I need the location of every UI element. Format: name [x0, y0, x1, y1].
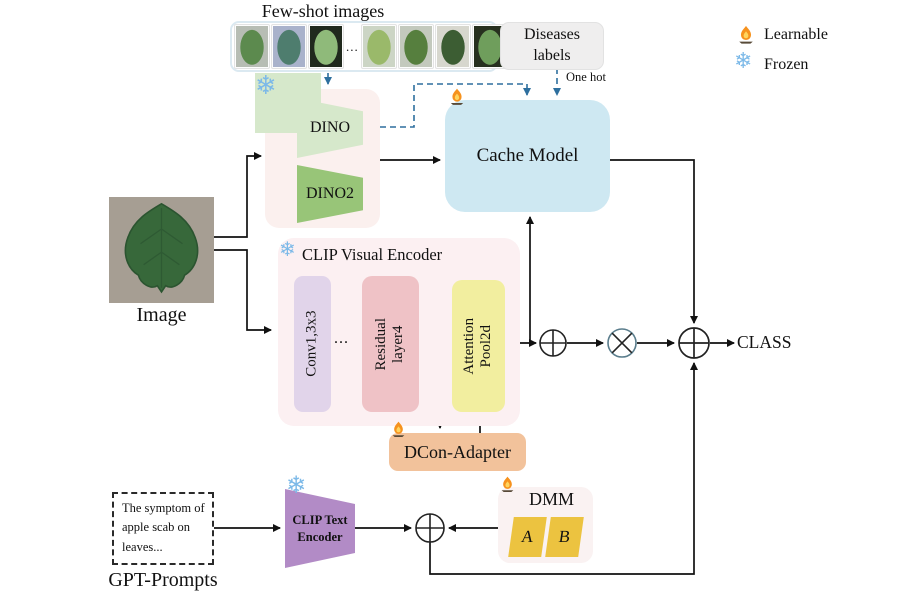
legend-frozen-label: Frozen: [764, 56, 809, 73]
conv-block: Conv1,3x3: [294, 276, 331, 412]
plus-operator-2: [678, 327, 710, 359]
clip-text-encoder-block: CLIP Text Encoder: [285, 489, 355, 568]
dmm-matrix-b: B: [545, 517, 584, 557]
clip-text-line1: CLIP Text: [292, 512, 348, 527]
diseases-line1: Diseases: [524, 26, 580, 44]
few-shot-image: [398, 25, 433, 68]
residual-line1: Residual: [373, 317, 390, 371]
image-label: Image: [136, 304, 187, 326]
arrow-image-to-clip: [214, 249, 272, 334]
attention-pool2d-block: Attention Pool2d: [452, 280, 505, 412]
plus-operator-3: [415, 513, 445, 543]
diseases-line2: labels: [533, 47, 571, 64]
dmm-matrix-a: A: [508, 517, 547, 557]
diseases-labels-box: Diseases labels: [500, 22, 604, 70]
input-leaf-image: [109, 197, 214, 303]
one-hot-label: One hot: [566, 70, 606, 84]
multiply-operator: [607, 328, 637, 358]
arrow-cache-to-plus2: [610, 159, 698, 324]
few-shot-image: [361, 25, 396, 68]
clip-text-line2: Encoder: [297, 529, 343, 544]
few-shot-image: [235, 25, 269, 68]
snowflake-icon: ❄: [734, 49, 753, 74]
gpt-prompts-label: GPT-Prompts: [108, 569, 218, 591]
flame-icon: [450, 88, 464, 105]
arrow-image-to-dino: [214, 152, 262, 238]
snowflake-icon: ❄: [279, 237, 296, 261]
residual-layer4-block: Residual layer4: [362, 276, 419, 412]
legend-learnable-label: Learnable: [764, 26, 828, 43]
few-shot-ellipsis: ...: [346, 38, 359, 54]
attention-label: Attention Pool2d: [461, 318, 496, 375]
residual-label: Residual layer4: [373, 318, 408, 371]
attention-line1: Attention: [461, 317, 478, 375]
residual-line2: layer4: [390, 325, 407, 363]
few-shot-image: [309, 25, 343, 68]
prompt-line1: The symptom of: [122, 501, 205, 515]
flame-icon: [739, 25, 753, 44]
prompt-line2: apple scab on: [122, 520, 191, 535]
few-shot-strip: ...: [230, 21, 507, 72]
dmm-label: DMM: [528, 489, 574, 509]
attention-line2: Pool2d: [478, 324, 495, 368]
gpt-prompts-box: The symptom of apple scab on leaves...: [112, 492, 214, 565]
few-shot-title: Few-shot images: [261, 1, 385, 21]
dcon-adapter-block: DCon-Adapter: [389, 433, 526, 471]
prompt-line3: leaves...: [122, 539, 163, 554]
few-shot-image: [435, 25, 470, 68]
flame-icon: [392, 421, 405, 437]
leaf-illustration: [124, 202, 199, 294]
few-shot-image: [272, 25, 306, 68]
cache-model-block: Cache Model: [445, 100, 610, 212]
clip-visual-encoder-title: CLIP Visual Encoder: [302, 245, 443, 264]
layers-ellipsis: ...: [334, 330, 349, 347]
class-output-label: CLASS: [737, 332, 792, 352]
conv-label: Conv1,3x3: [303, 310, 320, 378]
plus-operator-1: [539, 329, 567, 357]
snowflake-icon: ❄: [286, 471, 307, 499]
flame-icon: [501, 476, 514, 492]
